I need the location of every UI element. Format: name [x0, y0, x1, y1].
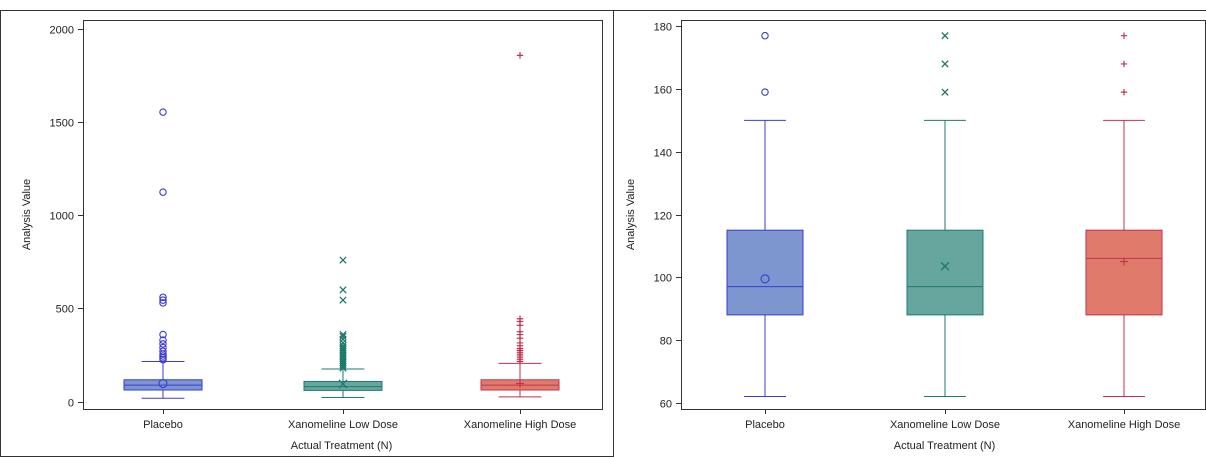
- outlier-point: [159, 336, 167, 344]
- box-group-0: [123, 108, 203, 399]
- outlier-point: [339, 330, 347, 339]
- mean-marker: [516, 379, 524, 388]
- outlier-point: [516, 328, 524, 335]
- y-tick-label: 0: [68, 398, 74, 410]
- outlier-point: [941, 88, 949, 96]
- box-group-1: [906, 32, 984, 397]
- mean-marker: [1120, 257, 1128, 266]
- y-tick-label: 140: [654, 148, 672, 160]
- outlier-point: [761, 88, 769, 96]
- y-tick-label: 500: [56, 304, 74, 316]
- mean-marker: [940, 261, 950, 271]
- outlier-point: [1120, 32, 1128, 39]
- outlier-point: [941, 60, 949, 68]
- box-iqr: [726, 229, 804, 316]
- box-iqr: [303, 380, 383, 391]
- outlier-point: [1120, 88, 1128, 96]
- outlier-point: [516, 52, 524, 59]
- outlier-point: [159, 293, 167, 302]
- y-tick-label: 80: [660, 336, 672, 348]
- outlier-point: [159, 296, 167, 304]
- outlier-point: [159, 330, 167, 339]
- box-group-0: [726, 31, 804, 397]
- boxplot-panel-zoomed: 60 80 100 120 140 160 180 Analysis Value Placebo…: [625, 20, 1206, 452]
- outlier-point: [761, 31, 769, 40]
- x-tick-label: Placebo: [745, 419, 785, 431]
- outlier-point: [516, 315, 524, 322]
- outlier-point: [339, 332, 347, 341]
- x-tick-label: Xanomeline Low Dose: [288, 419, 398, 431]
- box-group-1: [303, 256, 383, 398]
- y-axis-label: Analysis Value: [625, 179, 637, 250]
- y-tick-label: 2000: [50, 25, 74, 37]
- y-tick-label: 180: [654, 22, 672, 34]
- outlier-point: [159, 299, 167, 307]
- plot-area-frame: [681, 20, 1206, 410]
- x-tick-label: Placebo: [143, 419, 183, 431]
- box-iqr: [906, 229, 984, 316]
- outlier-point: [159, 343, 167, 352]
- y-tick-label: 160: [654, 85, 672, 97]
- x-tick-label: Xanomeline High Dose: [464, 419, 577, 431]
- y-tick-label: 1500: [50, 118, 74, 130]
- x-axis-label: Actual Treatment (N): [291, 440, 392, 452]
- outlier-point: [941, 32, 949, 40]
- outlier-point: [339, 256, 347, 264]
- box-group-2: [480, 52, 560, 398]
- boxplot-panel-full-range: 0 500 1000 1500 2000 Analysis Value Placebo Xan…: [21, 20, 603, 452]
- mean-marker: [158, 378, 168, 389]
- x-axis-label: Actual Treatment (N): [894, 440, 995, 452]
- y-tick-label: 120: [654, 211, 672, 223]
- outlier-point: [339, 342, 347, 350]
- y-axis-label: Analysis Value: [21, 179, 33, 250]
- y-tick-label: 100: [654, 273, 672, 285]
- x-tick-label: Xanomeline Low Dose: [890, 419, 1000, 431]
- outlier-point: [159, 340, 167, 348]
- outlier-point: [339, 296, 347, 304]
- box-group-2: [1085, 32, 1163, 397]
- y-tick-label: 60: [660, 399, 672, 411]
- outlier-point: [159, 347, 167, 356]
- mean-marker: [760, 274, 770, 284]
- outlier-point: [159, 108, 167, 116]
- mean-marker: [338, 379, 348, 389]
- outlier-point: [339, 286, 347, 294]
- box-iqr: [1085, 229, 1163, 316]
- x-tick-label: Xanomeline High Dose: [1068, 419, 1181, 431]
- outlier-point: [159, 188, 167, 196]
- outlier-point: [1120, 60, 1128, 68]
- y-tick-label: 1000: [50, 211, 74, 223]
